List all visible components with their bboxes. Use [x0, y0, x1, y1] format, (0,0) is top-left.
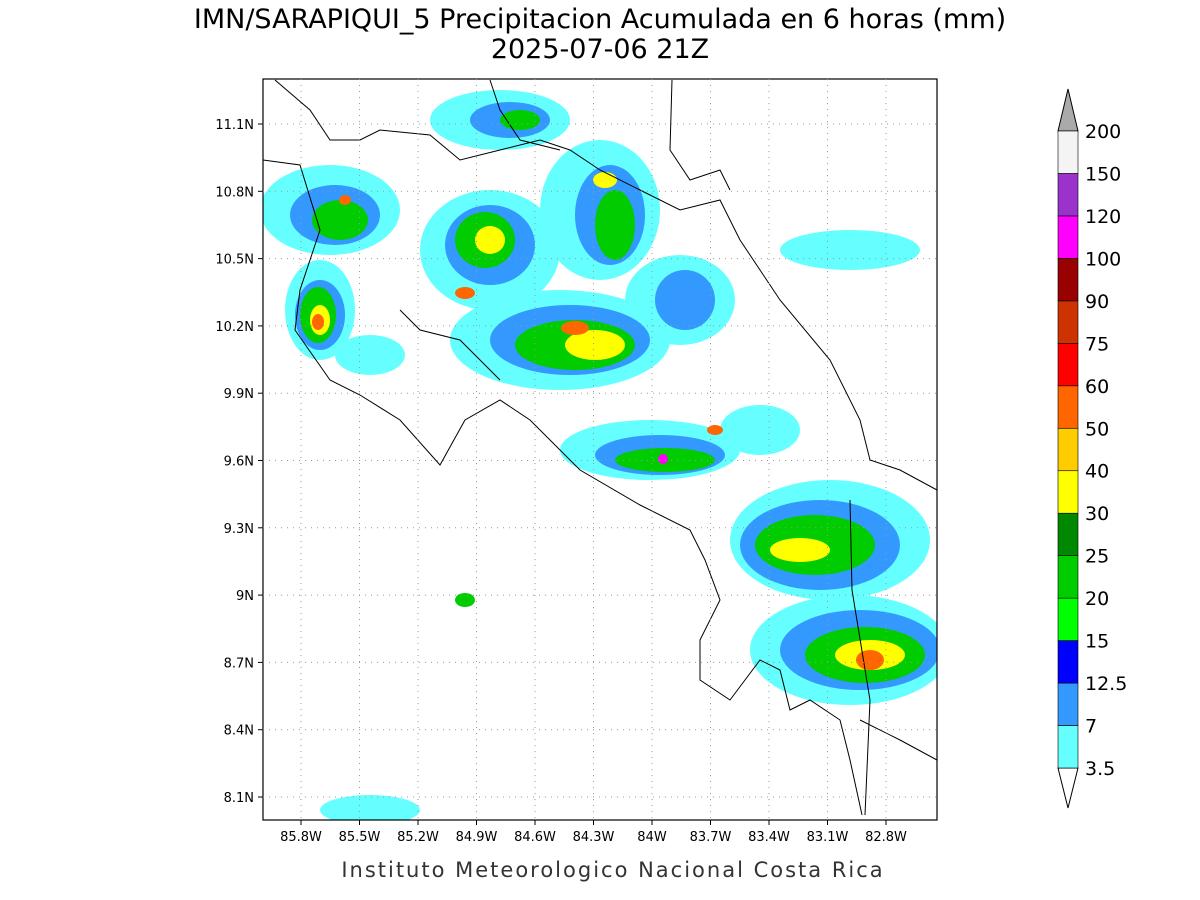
lon-tick-label: 82.8W	[865, 830, 907, 845]
colorbar-swatch	[1057, 682, 1079, 726]
lon-tick-label: 83.4W	[748, 830, 790, 845]
colorbar-swatch	[1057, 173, 1079, 217]
colorbar-over	[1057, 88, 1079, 132]
colorbar-label: 20	[1085, 588, 1109, 610]
lat-tick-label: 10.8N	[215, 185, 254, 200]
colorbar-swatch	[1057, 640, 1079, 684]
map-frame	[262, 78, 938, 821]
colorbar-swatch	[1057, 258, 1079, 302]
colorbar-swatch	[1057, 130, 1079, 174]
lon-tick-label: 84.3W	[573, 830, 615, 845]
lon-tick-label: 83.7W	[690, 830, 732, 845]
coastline	[263, 79, 937, 816]
title: IMN/SARAPIQUI_5 Precipitacion Acumulada …	[194, 4, 1006, 35]
lon-tick-label: 83.1W	[807, 830, 849, 845]
lat-tick-label: 9.3N	[224, 522, 254, 537]
colorbar-label: 30	[1085, 503, 1109, 525]
colorbar-label: 3.5	[1085, 758, 1115, 780]
precip-field	[263, 90, 937, 820]
lon-tick-label: 85.8W	[280, 830, 322, 845]
lat-tick-label: 8.1N	[224, 791, 254, 806]
colorbar-label: 75	[1085, 333, 1109, 355]
colorbar: 3.5 7 12.5 15 20 25 30 40 50 60 75 90 100 120 150 200	[1057, 88, 1127, 809]
lat-tick-label: 9.9N	[224, 387, 254, 402]
colorbar-swatch	[1057, 725, 1079, 769]
colorbar-label: 100	[1085, 248, 1121, 270]
colorbar-label: 40	[1085, 461, 1109, 483]
colorbar-swatch	[1057, 385, 1079, 429]
colorbar-label: 120	[1085, 206, 1121, 228]
colorbar-label: 150	[1085, 163, 1121, 185]
colorbar-swatch	[1057, 512, 1079, 556]
lon-tick-label: 84W	[637, 830, 667, 845]
lon-tick-label: 85.2W	[397, 830, 439, 845]
lat-tick-label: 10.5N	[215, 253, 254, 268]
lat-tick-label: 10.2N	[215, 320, 254, 335]
colorbar-label: 15	[1085, 631, 1109, 653]
colorbar-swatch	[1057, 555, 1079, 599]
lon-tick-label: 85.5W	[339, 830, 381, 845]
colorbar-swatch	[1057, 300, 1079, 344]
subtitle: 2025-07-06 21Z	[491, 34, 709, 65]
colorbar-label: 90	[1085, 291, 1109, 313]
lat-tick-label: 9N	[236, 589, 254, 604]
colorbar-swatch	[1057, 215, 1079, 259]
lon-tick-label: 84.9W	[456, 830, 498, 845]
colorbar-label: 50	[1085, 418, 1109, 440]
lat-tick-label: 9.6N	[224, 455, 254, 470]
colorbar-swatch	[1057, 597, 1079, 641]
lat-tick-label: 11.1N	[215, 118, 254, 133]
colorbar-swatch	[1057, 343, 1079, 387]
axis-ticks: 11.1N 10.8N 10.5N 10.2N 9.9N 9.6N 9.3N 9N 8.7N 8.…	[215, 79, 937, 845]
colorbar-label: 200	[1085, 121, 1121, 143]
footer: Instituto Meteorologico Nacional Costa R…	[341, 858, 884, 882]
lat-tick-label: 8.7N	[224, 656, 254, 671]
lon-tick-label: 84.6W	[514, 830, 556, 845]
lat-tick-label: 8.4N	[224, 724, 254, 739]
colorbar-label: 60	[1085, 376, 1109, 398]
colorbar-swatch	[1057, 470, 1079, 514]
colorbar-swatch	[1057, 427, 1079, 472]
colorbar-label: 7	[1085, 716, 1097, 738]
colorbar-under	[1057, 767, 1079, 809]
colorbar-label: 12.5	[1085, 673, 1127, 695]
colorbar-label: 25	[1085, 546, 1109, 568]
